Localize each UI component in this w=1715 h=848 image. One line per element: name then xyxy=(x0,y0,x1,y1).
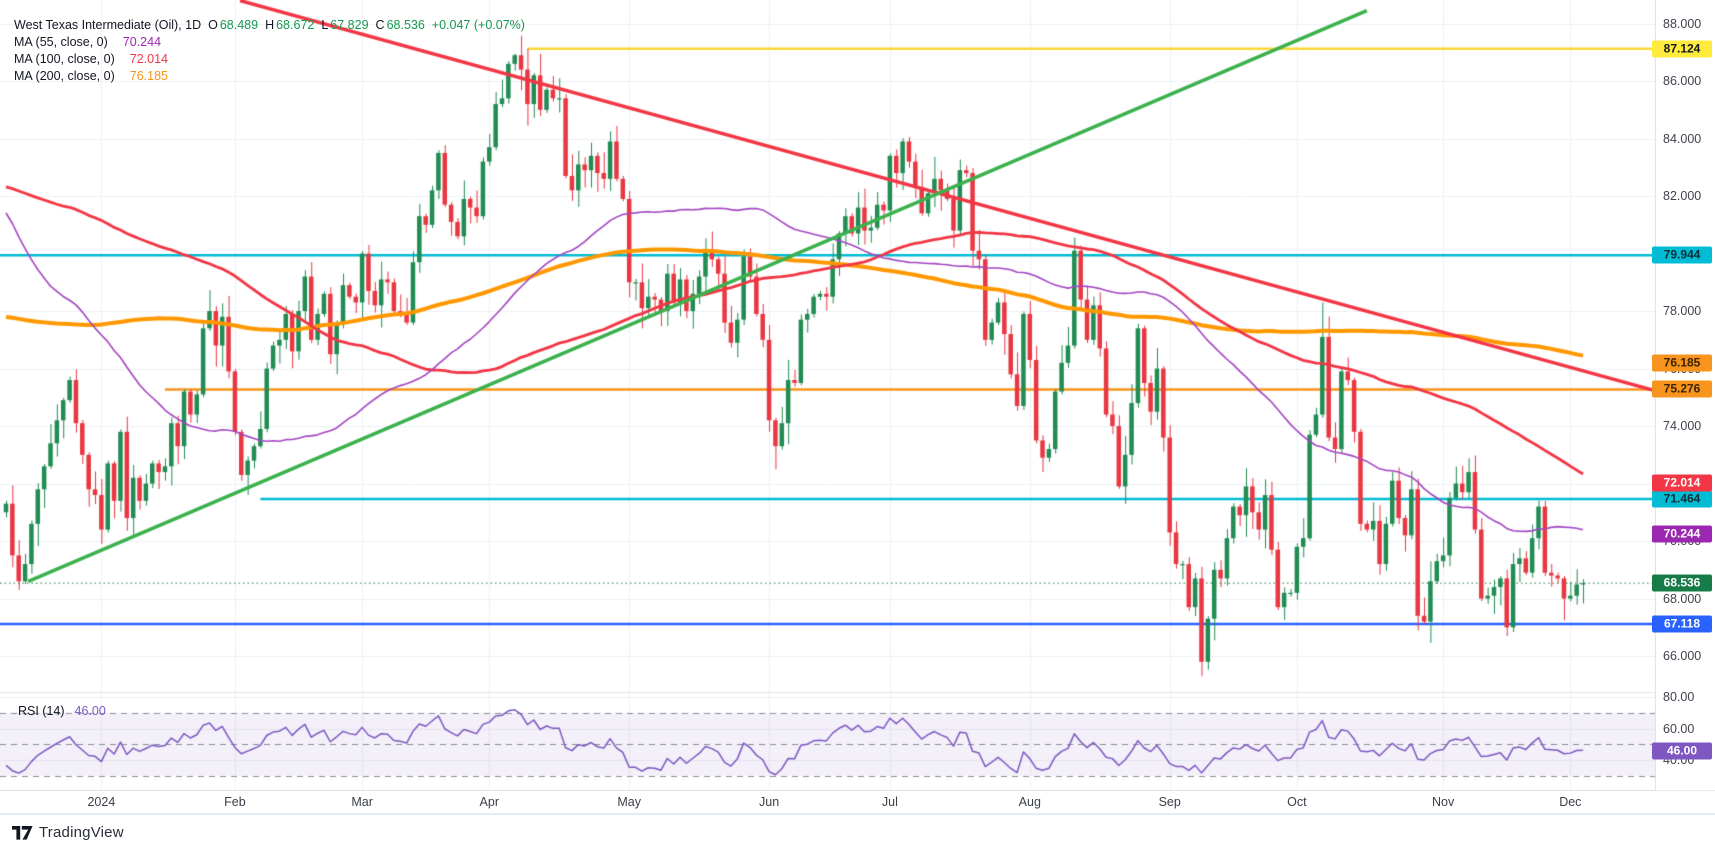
open-quote: O 68.489 xyxy=(208,18,259,32)
time-axis-label: Dec xyxy=(1559,795,1582,809)
price-level-badge: 68.536 xyxy=(1652,574,1712,592)
tradingview-logo-icon xyxy=(12,825,33,840)
ma55-legend-row[interactable]: MA (55, close, 0) 70.244 xyxy=(14,34,525,51)
time-axis-label: Mar xyxy=(351,795,373,809)
symbol-legend-row[interactable]: West Texas Intermediate (Oil), 1D O 68.48… xyxy=(14,17,525,34)
price-level-badge: 71.464 xyxy=(1652,490,1712,508)
time-axis[interactable]: 2024 Feb Mar Apr May Jun Jul Aug Sep Oct Nov Dec xyxy=(0,790,1655,814)
ma-value-badge: 76.185 xyxy=(1652,354,1712,372)
time-axis-label: Jun xyxy=(759,795,780,809)
rsi-tick-label: 80.00 xyxy=(1663,690,1695,704)
symbol-title: West Texas Intermediate (Oil), 1D xyxy=(14,18,202,32)
chart-legend: West Texas Intermediate (Oil), 1D O 68.48… xyxy=(14,17,525,85)
change-value: +0.047 (+0.07%) xyxy=(431,18,525,32)
time-axis-label: Nov xyxy=(1432,795,1455,809)
price-level-badge: 79.944 xyxy=(1652,246,1712,264)
rsi-label: RSI (14) xyxy=(18,704,65,718)
time-axis-label: Oct xyxy=(1287,795,1307,809)
price-tick-label: 84.000 xyxy=(1663,131,1702,146)
time-axis-label: Feb xyxy=(224,795,246,809)
rsi-tick-label: 60.00 xyxy=(1663,721,1695,736)
price-level-badge: 67.118 xyxy=(1652,615,1712,633)
ma55-value: 70.244 xyxy=(122,35,162,49)
price-axis[interactable]: 88.00086.00084.00082.00080.00078.00076.0… xyxy=(1652,0,1715,790)
ma100-legend-row[interactable]: MA (100, close, 0) 72.014 xyxy=(14,51,525,68)
price-tick-label: 66.000 xyxy=(1663,649,1702,664)
time-axis-label: Apr xyxy=(479,795,500,809)
high-quote: H 68.672 xyxy=(265,18,315,32)
price-tick-label: 86.000 xyxy=(1663,74,1702,89)
rsi-legend-row[interactable]: RSI (14) 46.00 xyxy=(18,703,106,719)
rsi-value: 46.00 xyxy=(74,704,106,718)
rsi-value-badge: 46.00 xyxy=(1652,742,1712,760)
ma55-label: MA (55, close, 0) xyxy=(14,35,108,49)
ma200-label: MA (200, close, 0) xyxy=(14,69,115,83)
price-level-badge: 87.124 xyxy=(1652,40,1712,58)
price-tick-label: 78.000 xyxy=(1663,304,1702,319)
ma200-legend-row[interactable]: MA (200, close, 0) 76.185 xyxy=(14,68,525,85)
ma200-value: 76.185 xyxy=(129,69,168,83)
ma-value-badge: 70.244 xyxy=(1652,525,1712,543)
price-tick-label: 74.000 xyxy=(1663,419,1702,434)
tradingview-link[interactable]: TradingView xyxy=(12,824,124,841)
price-tick-label: 88.000 xyxy=(1663,16,1702,31)
ma-value-badge: 72.014 xyxy=(1652,474,1712,492)
time-axis-label: 2024 xyxy=(87,795,116,809)
price-tick-label: 68.000 xyxy=(1663,591,1702,606)
close-quote: C 68.536 xyxy=(375,18,425,32)
time-axis-label: Aug xyxy=(1018,795,1041,809)
low-quote: L 67.829 xyxy=(321,18,369,32)
brand-text: TradingView xyxy=(39,824,124,841)
time-axis-label: Jul xyxy=(881,795,898,809)
ma100-value: 72.014 xyxy=(129,52,168,66)
time-axis-label: Sep xyxy=(1158,795,1181,809)
time-axis-label: May xyxy=(617,795,641,809)
price-level-badge: 75.276 xyxy=(1652,380,1712,398)
ma100-label: MA (100, close, 0) xyxy=(14,52,115,66)
price-tick-label: 82.000 xyxy=(1663,189,1702,204)
